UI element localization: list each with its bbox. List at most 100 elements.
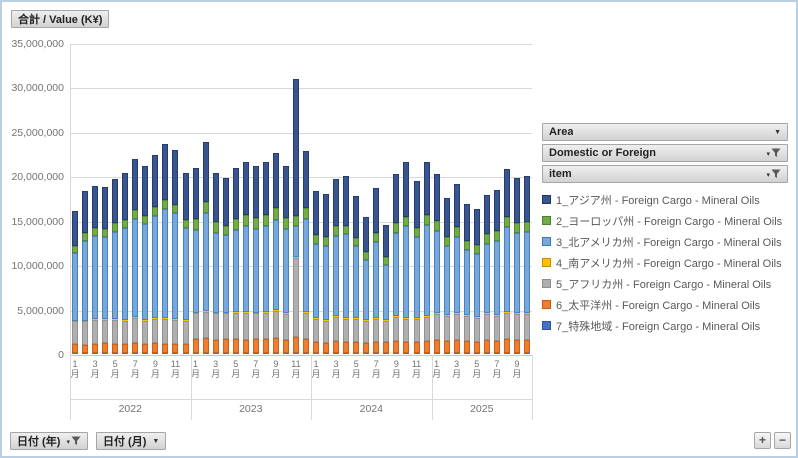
bar-segment <box>202 311 209 339</box>
y-axis-tick-label: 5,000,000 <box>17 304 64 317</box>
gridline <box>70 88 532 90</box>
bar-2023-05 <box>232 168 239 353</box>
legend-swatch-icon <box>542 195 551 204</box>
bar-segment <box>292 225 299 257</box>
legend-item[interactable]: 2_ヨーロッパ州 - Foreign Cargo - Mineral Oils <box>542 210 788 231</box>
bar-segment <box>172 150 179 206</box>
legend-filter-area[interactable]: Area ▼ <box>542 123 788 141</box>
bar-segment <box>483 233 490 244</box>
bar-segment <box>172 343 179 353</box>
bar-segment <box>403 225 410 318</box>
bar-segment <box>192 313 199 340</box>
y-axis-tick-label: 15,000,000 <box>11 215 64 228</box>
bar-segment <box>303 208 310 219</box>
bar-2023-11 <box>292 78 299 353</box>
bar-segment <box>112 178 119 224</box>
bar-segment <box>313 318 320 342</box>
legend-filter-item[interactable]: item ▾ <box>542 165 788 183</box>
bar-segment <box>162 200 169 210</box>
bar-segment <box>423 215 430 226</box>
bar-segment <box>72 253 79 321</box>
bar-segment <box>353 341 360 353</box>
bar-segment <box>132 317 139 343</box>
axis-group-separator <box>532 355 533 420</box>
bar-segment <box>292 78 299 216</box>
y-axis-tick-label: 20,000,000 <box>11 171 64 184</box>
gridline <box>70 132 532 134</box>
bar-segment <box>323 245 330 320</box>
legend-panel: Area ▼ Domestic or Foreign ▾ item ▾ 1_アジ… <box>542 123 788 336</box>
bar-segment <box>252 312 259 314</box>
bar-segment <box>92 236 99 319</box>
bar-segment <box>343 341 350 353</box>
bar-segment <box>413 318 420 342</box>
value-field-button[interactable]: 合計 / Value (K¥) <box>11 10 110 28</box>
collapse-field-button[interactable]: − <box>774 432 791 449</box>
bar-segment <box>473 253 480 318</box>
legend-item[interactable]: 3_北アメリカ州 - Foreign Cargo - Mineral Oils <box>542 231 788 252</box>
bar-2024-07 <box>373 187 380 353</box>
bar-segment <box>373 317 380 319</box>
bar-segment <box>423 316 430 318</box>
bar-segment <box>262 311 269 313</box>
bar-segment <box>323 319 330 321</box>
legend-filter-domestic-or-foreign[interactable]: Domestic or Foreign ▾ <box>542 144 788 162</box>
bar-segment <box>182 220 189 229</box>
date-month-label: 日付 (月) <box>103 436 147 448</box>
bar-2024-03 <box>333 178 340 353</box>
bar-segment <box>303 311 310 313</box>
bar-segment <box>333 235 340 317</box>
bar-segment <box>242 311 249 313</box>
legend-item[interactable]: 7_特殊地域 - Foreign Cargo - Mineral Oils <box>542 315 788 336</box>
bar-segment <box>303 312 310 340</box>
bar-segment <box>142 343 149 353</box>
bar-segment <box>102 319 109 343</box>
bar-segment <box>423 162 430 216</box>
bar-segment <box>292 256 299 258</box>
bar-segment <box>523 340 530 353</box>
bar-segment <box>252 217 259 229</box>
x-axis-month-label: 11 月 <box>170 359 181 379</box>
legend-item[interactable]: 1_アジア州 - Foreign Cargo - Mineral Oils <box>542 189 788 210</box>
bar-2023-10 <box>282 166 289 353</box>
bar-segment <box>453 314 460 341</box>
bar-2025-04 <box>463 203 470 353</box>
bar-segment <box>493 231 500 242</box>
bar-segment <box>343 317 350 319</box>
y-axis-line <box>70 44 71 355</box>
bar-segment <box>493 341 500 353</box>
bar-segment <box>343 234 350 318</box>
bar-segment <box>212 313 219 341</box>
axis-field-date-year-button[interactable]: 日付 (年) ▾ <box>10 432 88 450</box>
bar-2024-06 <box>363 217 370 353</box>
bar-segment <box>232 168 239 219</box>
legend-swatch-icon <box>542 279 551 288</box>
bar-segment <box>353 318 360 342</box>
bar-segment <box>373 341 380 353</box>
legend-item[interactable]: 5_アフリカ州 - Foreign Cargo - Mineral Oils <box>542 273 788 294</box>
bar-segment <box>333 225 340 236</box>
bar-segment <box>503 169 510 217</box>
expand-field-button[interactable]: + <box>754 432 771 449</box>
bar-segment <box>152 216 159 318</box>
legend-item[interactable]: 4_南アメリカ州 - Foreign Cargo - Mineral Oils <box>542 252 788 273</box>
bar-segment <box>72 321 79 344</box>
bar-segment <box>182 172 189 221</box>
bar-segment <box>303 151 310 209</box>
bar-2022-08 <box>142 166 149 353</box>
bar-segment <box>212 232 219 313</box>
bar-2023-12 <box>303 151 310 353</box>
legend-item[interactable]: 6_太平洋州 - Foreign Cargo - Mineral Oils <box>542 294 788 315</box>
bar-2025-02 <box>443 198 450 353</box>
item-button-label: item <box>549 168 572 180</box>
bar-segment <box>523 221 530 232</box>
bar-segment <box>343 225 350 235</box>
bar-segment <box>383 225 390 258</box>
bar-segment <box>363 260 370 320</box>
axis-field-date-month-button[interactable]: 日付 (月) ▼ <box>96 432 167 450</box>
legend-item-label: 1_アジア州 - Foreign Cargo - Mineral Oils <box>556 194 760 207</box>
bar-segment <box>513 313 520 315</box>
